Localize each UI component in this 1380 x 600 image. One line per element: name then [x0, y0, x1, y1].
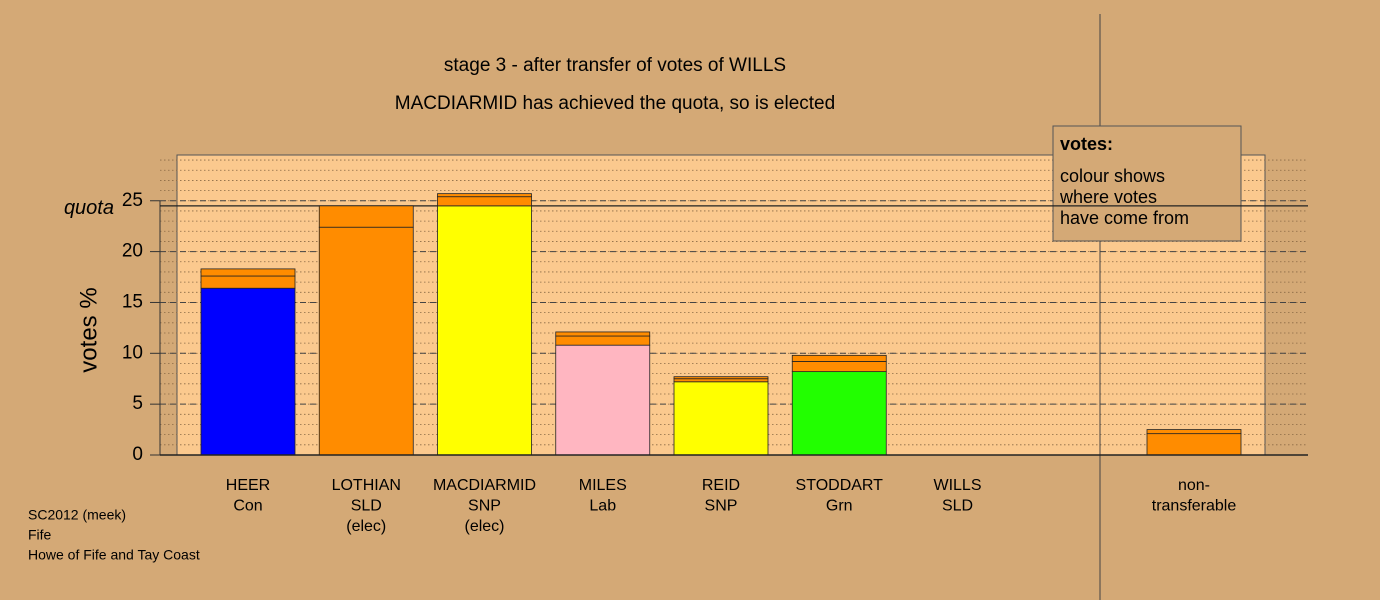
bar-segment	[673, 381, 769, 456]
footer-text: Fife	[28, 527, 52, 543]
bar-segment	[791, 354, 887, 362]
x-tick-label: transferable	[1152, 498, 1237, 515]
x-tick-label: REID	[702, 477, 740, 494]
x-tick-label: HEER	[226, 477, 270, 494]
legend-text: where votes	[1059, 187, 1157, 207]
y-tick-label: 0	[132, 444, 143, 465]
x-tick-label: MACDIARMID	[433, 477, 536, 494]
x-tick-label: Lab	[589, 498, 616, 515]
y-tick-label: 15	[122, 291, 143, 312]
y-tick-label: 10	[122, 342, 143, 363]
x-tick-label: SNP	[705, 498, 738, 515]
bar-segment	[673, 376, 769, 380]
quota-label: quota	[64, 197, 114, 219]
bar-segment	[200, 275, 296, 289]
x-tick-label: SLD	[351, 498, 382, 515]
x-tick-label: LOTHIAN	[332, 477, 401, 494]
bar-segment	[200, 268, 296, 277]
footer-text: SC2012 (meek)	[28, 507, 126, 523]
bar-segment	[673, 378, 769, 383]
legend-text: have come from	[1060, 208, 1189, 228]
legend-text: colour shows	[1060, 166, 1165, 186]
bar-segment	[200, 287, 296, 456]
bar-segment	[555, 331, 651, 337]
bar-segment	[318, 205, 414, 228]
bar-segment	[437, 196, 532, 207]
x-tick-label: (elec)	[346, 518, 386, 535]
bar-segment	[318, 226, 414, 456]
x-tick-label: Grn	[826, 498, 853, 515]
x-tick-label: non-	[1178, 477, 1210, 494]
footer-text: Howe of Fife and Tay Coast	[28, 547, 200, 563]
chart-title: stage 3 - after transfer of votes of WIL…	[444, 55, 786, 76]
bar-segment	[791, 371, 887, 456]
bar-segment	[791, 361, 887, 373]
x-tick-label: (elec)	[464, 518, 504, 535]
x-tick-label: Con	[233, 498, 262, 515]
y-tick-label: 20	[122, 241, 143, 262]
y-tick-label: 5	[132, 393, 143, 414]
y-axis-label: votes %	[75, 287, 102, 372]
x-tick-label: SNP	[468, 498, 501, 515]
bar-segment	[1146, 433, 1242, 456]
x-tick-label: MILES	[579, 477, 627, 494]
chart-subtitle: MACDIARMID has achieved the quota, so is…	[395, 93, 835, 114]
bar-segment	[555, 344, 651, 456]
legend-title: votes:	[1060, 134, 1113, 154]
bar-segment	[437, 193, 532, 198]
bar-segment	[1146, 429, 1242, 435]
x-tick-label: WILLS	[933, 477, 981, 494]
bar-segment	[555, 335, 651, 346]
bar-segment	[437, 205, 532, 456]
legend-box	[1052, 125, 1242, 242]
y-tick-label: 25	[122, 190, 143, 211]
x-tick-label: SLD	[942, 498, 973, 515]
x-tick-label: STODDART	[796, 477, 884, 494]
